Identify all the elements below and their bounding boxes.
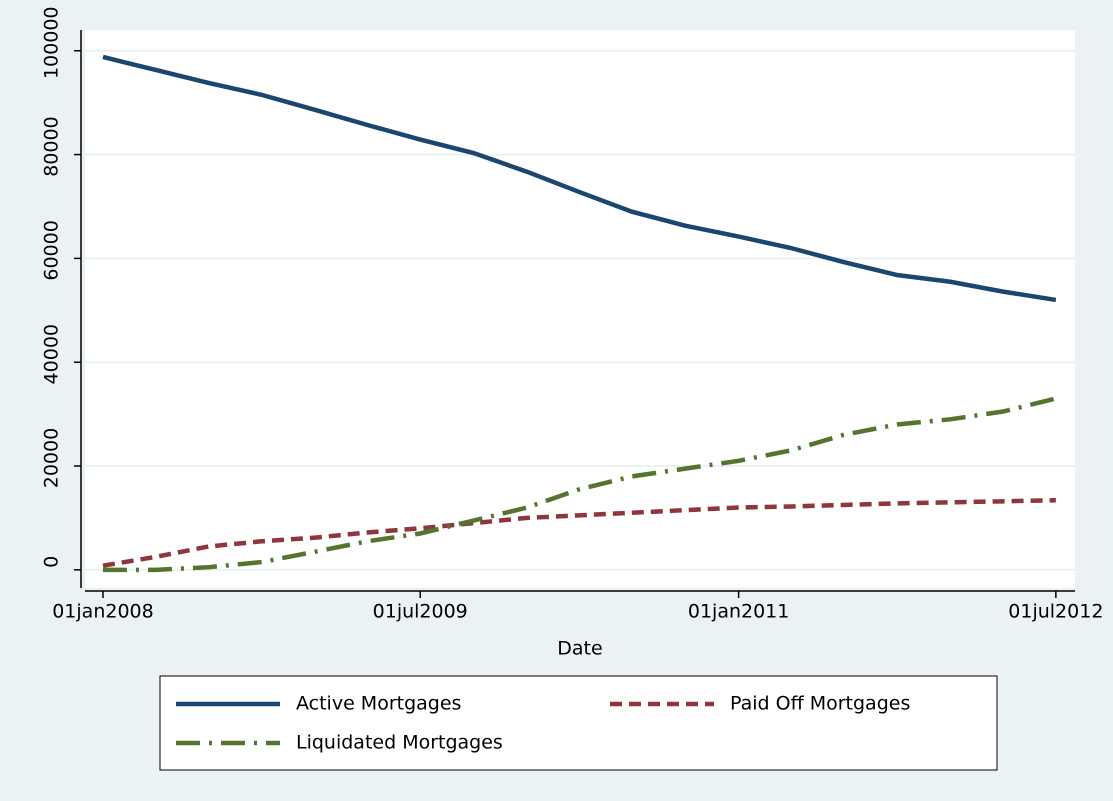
y-tick-label: 40000 <box>41 324 63 384</box>
y-tick-label: 60000 <box>41 220 63 280</box>
series-line <box>102 54 1057 303</box>
legend-label: Liquidated Mortgages <box>296 732 503 754</box>
x-tick-label: 01jan2011 <box>688 601 790 623</box>
y-tick-label: 20000 <box>41 428 63 488</box>
y-tick-label: 0 <box>41 556 63 568</box>
x-tick-label: 01jul2012 <box>1008 601 1103 623</box>
series-line <box>102 498 1056 568</box>
x-tick-label: 01jul2009 <box>373 601 468 623</box>
x-axis-title: Date <box>557 638 602 660</box>
y-tick-label: 100000 <box>41 6 63 79</box>
x-tick-label: 01jan2008 <box>52 601 154 623</box>
y-tick-label: 80000 <box>41 116 63 176</box>
series-line <box>102 396 1057 573</box>
legend-label: Paid Off Mortgages <box>730 693 910 715</box>
legend-label: Active Mortgages <box>296 693 461 715</box>
plot-area <box>85 30 1075 588</box>
legend <box>159 675 998 771</box>
